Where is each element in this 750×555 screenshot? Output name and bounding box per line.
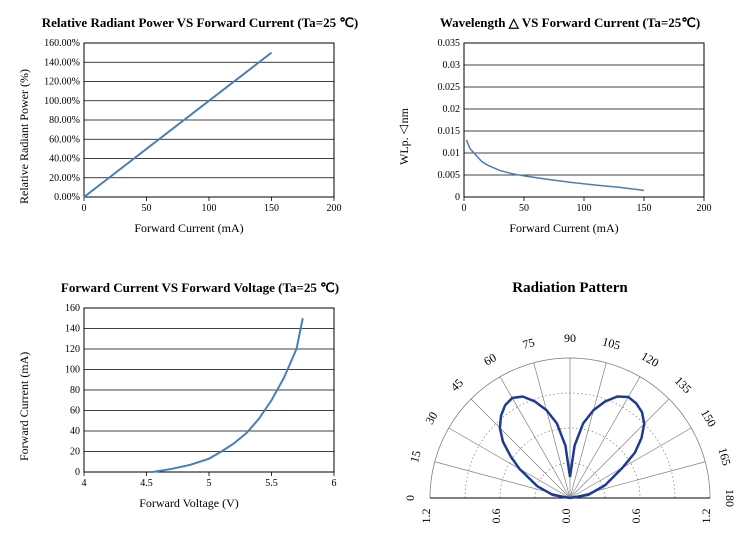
chart2-title: Wavelength △ VS Forward Current (Ta=25℃) (395, 15, 745, 31)
svg-text:100.00%: 100.00% (44, 96, 80, 107)
svg-text:5: 5 (207, 478, 212, 489)
svg-text:6: 6 (332, 478, 337, 489)
svg-text:105: 105 (601, 334, 622, 352)
svg-text:75: 75 (521, 335, 536, 352)
chart1-plot: 0.00% 20.00% 40.00% 60.00% 80.00% 100.00% 120.… (34, 37, 344, 217)
chart3-ylabel: Forward Current (mA) (15, 302, 34, 511)
svg-text:0.025: 0.025 (438, 82, 461, 93)
chart-wavelength: Wavelength △ VS Forward Current (Ta=25℃)… (395, 15, 745, 270)
svg-text:40.00%: 40.00% (49, 154, 80, 165)
svg-text:0.01: 0.01 (443, 148, 461, 159)
svg-text:0.00%: 0.00% (54, 192, 80, 203)
svg-text:0: 0 (462, 203, 467, 214)
svg-text:0: 0 (75, 467, 80, 478)
chart2-ylabel: WLp.△nm (395, 37, 414, 236)
svg-text:120: 120 (639, 349, 662, 370)
svg-text:135: 135 (672, 374, 695, 397)
chart3-plot: 0 20 40 60 80 100 120 140 160 4 4.5 5 5.5 6 (34, 302, 344, 492)
svg-text:160.00%: 160.00% (44, 38, 80, 49)
svg-text:60: 60 (481, 350, 498, 368)
svg-text:100: 100 (65, 365, 80, 376)
chart3-title: Forward Current VS Forward Voltage (Ta=2… (15, 280, 385, 296)
svg-text:60.00%: 60.00% (49, 134, 80, 145)
chart3-xlabel: Forward Voltage (V) (34, 496, 344, 511)
svg-text:60: 60 (70, 406, 80, 417)
svg-text:140: 140 (65, 324, 80, 335)
svg-text:0: 0 (455, 192, 460, 203)
svg-text:150: 150 (264, 203, 279, 214)
svg-text:0: 0 (403, 495, 417, 501)
svg-text:200: 200 (327, 203, 342, 214)
svg-text:0.005: 0.005 (438, 170, 461, 181)
chart-radiant-power: Relative Radiant Power VS Forward Curren… (15, 15, 385, 270)
svg-text:0.035: 0.035 (438, 38, 461, 49)
svg-text:80.00%: 80.00% (49, 115, 80, 126)
chart2-xlabel: Forward Current (mA) (414, 221, 714, 236)
chart4-title: Radiation Pattern (395, 280, 745, 297)
svg-text:20.00%: 20.00% (49, 173, 80, 184)
svg-text:0: 0 (82, 203, 87, 214)
svg-text:165: 165 (715, 446, 733, 467)
chart1-title: Relative Radiant Power VS Forward Curren… (15, 15, 385, 31)
chart-radiation-pattern: Radiation Pattern 0 15 30 45 60 75 90 105 120 135… (395, 280, 745, 540)
svg-text:200: 200 (697, 203, 712, 214)
svg-text:150: 150 (637, 203, 652, 214)
svg-text:80: 80 (70, 385, 80, 396)
svg-text:0.0: 0.0 (559, 509, 573, 524)
svg-text:4: 4 (82, 478, 87, 489)
svg-text:0.02: 0.02 (443, 104, 461, 115)
chart2-plot: 0 0.005 0.01 0.015 0.02 0.025 0.03 0.035 0 50 100 1… (414, 37, 714, 217)
svg-text:20: 20 (70, 447, 80, 458)
svg-text:150: 150 (698, 407, 719, 430)
svg-text:180: 180 (723, 489, 737, 507)
svg-text:15: 15 (407, 449, 424, 464)
svg-text:100: 100 (577, 203, 592, 214)
svg-text:160: 160 (65, 303, 80, 314)
svg-text:120.00%: 120.00% (44, 77, 80, 88)
chart4-plot: 0 15 30 45 60 75 90 105 120 135150 165 180 1.2 0.6 0.0… (395, 303, 745, 528)
svg-text:50: 50 (519, 203, 529, 214)
svg-text:1.2: 1.2 (419, 509, 433, 524)
svg-text:45: 45 (448, 376, 466, 394)
svg-text:100: 100 (202, 203, 217, 214)
chart1-xlabel: Forward Current (mA) (34, 221, 344, 236)
svg-text:140.00%: 140.00% (44, 57, 80, 68)
chart-iv-curve: Forward Current VS Forward Voltage (Ta=2… (15, 280, 385, 540)
svg-text:0.03: 0.03 (443, 60, 461, 71)
svg-text:1.2: 1.2 (699, 509, 713, 524)
svg-text:0.015: 0.015 (438, 126, 461, 137)
svg-text:50: 50 (142, 203, 152, 214)
svg-text:90: 90 (564, 331, 576, 345)
svg-text:30: 30 (422, 409, 440, 426)
svg-text:0.6: 0.6 (489, 509, 503, 524)
svg-text:4.5: 4.5 (140, 478, 153, 489)
svg-text:0.6: 0.6 (629, 509, 643, 524)
svg-text:120: 120 (65, 344, 80, 355)
svg-text:5.5: 5.5 (265, 478, 278, 489)
chart1-ylabel: Relative Radiant Power (%) (15, 37, 34, 236)
svg-text:40: 40 (70, 426, 80, 437)
